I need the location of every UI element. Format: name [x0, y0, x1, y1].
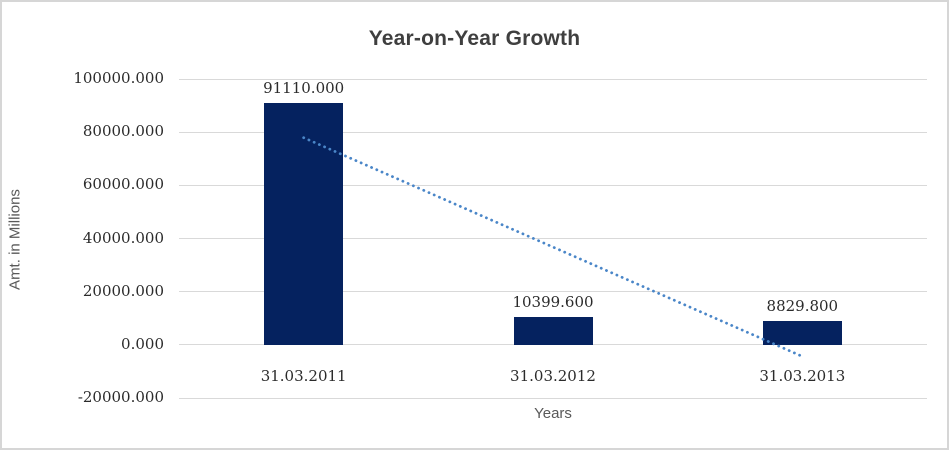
gridline — [179, 78, 927, 80]
y-tick-label: 40000.000 — [82, 228, 164, 247]
bar — [264, 102, 344, 345]
x-category-label: 31.03.2013 — [759, 366, 846, 385]
bar — [762, 321, 842, 345]
gridline — [179, 131, 927, 133]
bar-data-label: 10399.600 — [512, 293, 594, 312]
y-tick-label: 60000.000 — [82, 175, 164, 194]
plot-area: 91110.000 10399.600 8829.800 — [179, 78, 927, 399]
y-axis-tick-labels: 100000.000 80000.000 60000.000 40000.000 200… — [40, 69, 164, 406]
x-category-label: 31.03.2012 — [510, 366, 596, 385]
y-tick-label: 20000.000 — [82, 281, 164, 300]
y-tick-label: -20000.000 — [77, 388, 164, 406]
y-tick-label: 80000.000 — [82, 122, 164, 141]
chart-title: Year-on-Year Growth — [368, 27, 581, 50]
bar — [513, 317, 593, 345]
y-tick-label: 0.000 — [121, 334, 164, 353]
gridline — [179, 397, 927, 399]
bar-data-label: 8829.800 — [766, 297, 839, 316]
y-axis-title: Amt. in Millions — [6, 189, 24, 290]
bar-data-label: 91110.000 — [263, 78, 345, 97]
y-tick-label: 100000.000 — [73, 69, 164, 87]
x-axis-title: Years — [534, 405, 572, 422]
x-category-label: 31.03.2011 — [260, 366, 347, 385]
